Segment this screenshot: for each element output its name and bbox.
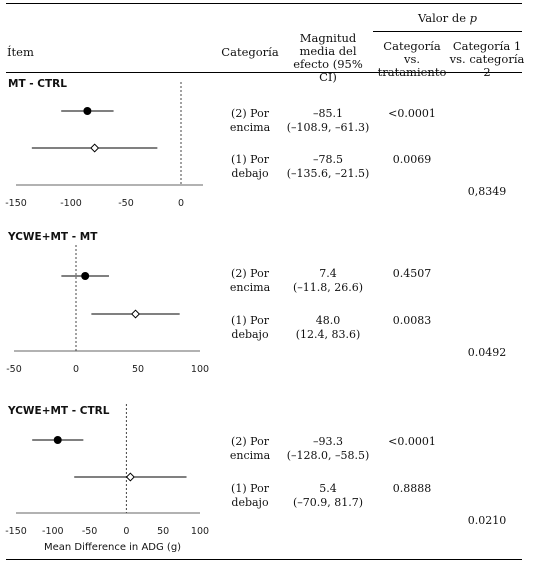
estimate-point-filled bbox=[83, 107, 92, 115]
header-effect: Magnitud media del efecto (95% CI) bbox=[293, 31, 363, 84]
header-pvalue-group-p: p bbox=[469, 11, 478, 25]
panel-3-row-1-effect: –93.3 bbox=[313, 435, 343, 448]
x-tick-label: -50 bbox=[6, 364, 22, 375]
header-bottom-rule bbox=[6, 72, 522, 73]
table-bottom-rule bbox=[6, 559, 522, 560]
x-tick-label: -50 bbox=[118, 198, 134, 209]
panel-1-row-1-p: <0.0001 bbox=[388, 107, 436, 120]
header-category: Categoría bbox=[221, 45, 279, 59]
x-tick-label: -50 bbox=[82, 526, 98, 537]
panel-1-row-2-p: 0.0069 bbox=[392, 153, 432, 166]
x-tick-label: -100 bbox=[42, 526, 64, 537]
panel-2-row-2-effect: 48.0 bbox=[315, 314, 341, 327]
panel-1-row-1-ci: (–108.9, –61.3) bbox=[286, 121, 370, 134]
panel-2-row-1-effect: 7.4 bbox=[319, 267, 337, 280]
panel-3-row-2-effect: 5.4 bbox=[319, 482, 337, 495]
panel-1-plot: -150 -100 -50 0 bbox=[5, 82, 203, 209]
estimate-point-open bbox=[90, 143, 100, 153]
x-tick-label: 50 bbox=[157, 526, 169, 537]
panel-1-row-2-category: (1) Por debajo bbox=[231, 153, 269, 180]
pvalue-group-rule bbox=[373, 31, 522, 32]
panel-3-row-1-ci: (–128.0, –58.5) bbox=[286, 449, 370, 462]
estimate-point-open bbox=[125, 472, 135, 482]
panel-1-row-2-ci: (–135.6, –21.5) bbox=[286, 167, 370, 180]
x-tick-label: 100 bbox=[191, 364, 209, 375]
x-tick-label: -150 bbox=[5, 526, 27, 537]
header-cat-vs-trt: Categoría vs. tratamiento bbox=[377, 39, 447, 79]
x-tick-label: 100 bbox=[191, 526, 209, 537]
x-tick-label: 0 bbox=[123, 526, 129, 537]
header-cat1-vs-cat2: Categoría 1 vs. categoría 2 bbox=[449, 39, 525, 79]
x-tick-label: 0 bbox=[178, 198, 184, 209]
panel-3-row-1-p: <0.0001 bbox=[388, 435, 436, 448]
header-pvalue-group: Valor de p bbox=[373, 12, 522, 25]
panel-3-row-2-p: 0.8888 bbox=[392, 482, 432, 495]
panel-2-title: YCWE+MT - MT bbox=[8, 231, 98, 243]
panel-2-row-1-p: 0.4507 bbox=[392, 267, 432, 280]
panel-2-plot: -50 0 50 100 bbox=[6, 245, 209, 375]
estimate-point-open bbox=[131, 309, 141, 319]
panel-3-row-1-category: (2) Por encima bbox=[229, 435, 271, 462]
panel-2-row-1-ci: (–11.8, 26.6) bbox=[292, 281, 364, 294]
panel-2-row-2-p: 0.0083 bbox=[392, 314, 432, 327]
table-top-rule bbox=[6, 3, 522, 4]
panel-1-row-2-effect: –78.5 bbox=[313, 153, 343, 166]
panel-3-row-2-ci: (–70.9, 81.7) bbox=[292, 496, 364, 509]
panel-2-row-1-category: (2) Por encima bbox=[229, 267, 271, 294]
header-pvalue-group-main: Valor de bbox=[417, 11, 466, 25]
panel-1-title: MT - CTRL bbox=[8, 78, 67, 90]
panel-1-row-1-category: (2) Por encima bbox=[229, 107, 271, 134]
panel-1-cat1-vs-cat2: 0,8349 bbox=[467, 185, 507, 198]
header-item: Ítem bbox=[7, 45, 34, 59]
panel-2-cat1-vs-cat2: 0.0492 bbox=[467, 346, 507, 359]
x-tick-label: 50 bbox=[132, 364, 144, 375]
x-axis-label: Mean Difference in ADG (g) bbox=[44, 542, 182, 553]
panel-3-title: YCWE+MT - CTRL bbox=[8, 405, 110, 417]
panel-2-row-2-ci: (12.4, 83.6) bbox=[295, 328, 361, 341]
x-tick-label: -150 bbox=[5, 198, 27, 209]
panel-1-row-1-effect: –85.1 bbox=[313, 107, 343, 120]
estimate-point-filled bbox=[53, 436, 62, 444]
panel-2-row-2-category: (1) Por debajo bbox=[231, 314, 269, 341]
estimate-point-filled bbox=[81, 272, 90, 280]
panel-3-cat1-vs-cat2: 0.0210 bbox=[467, 514, 507, 527]
x-tick-label: -100 bbox=[60, 198, 82, 209]
x-tick-label: 0 bbox=[73, 364, 79, 375]
panel-3-row-2-category: (1) Por debajo bbox=[231, 482, 269, 509]
